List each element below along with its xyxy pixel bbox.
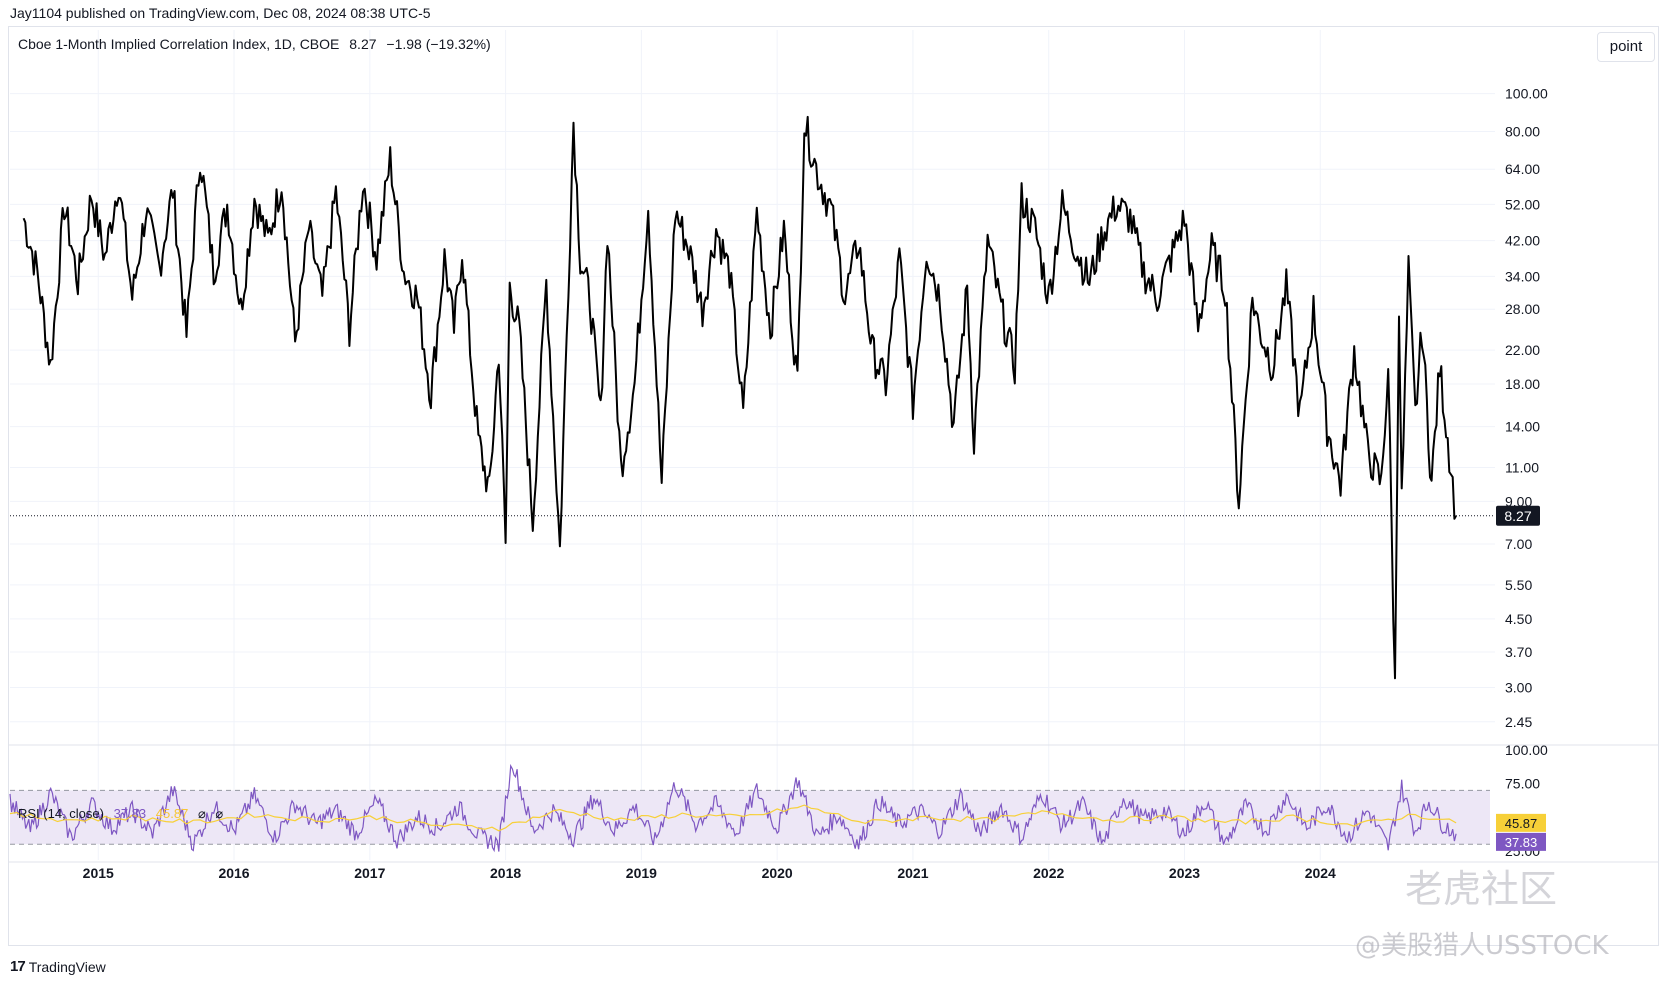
time-tick-label: 2016 (218, 865, 249, 881)
time-tick-label: 2019 (626, 865, 657, 881)
price-tick-label: 28.00 (1505, 301, 1540, 317)
rsi-ma-badge-label: 45.87 (1505, 816, 1538, 831)
rsi-pane (9, 763, 1490, 853)
symbol-name: Cboe 1-Month Implied Correlation Index, … (18, 36, 340, 52)
rsi-ma-badge (1496, 813, 1546, 832)
time-tick-label: 2017 (354, 865, 385, 881)
last-value-markers: 8.27 45.87 37.83 (10, 505, 1546, 851)
time-tick-label: 2015 (83, 865, 114, 881)
price-tick-label: 14.00 (1505, 419, 1540, 435)
rsi-ma-value: 45.87 (155, 806, 189, 821)
last-price-badge-label: 8.27 (1504, 508, 1531, 524)
rsi-value-badge (1496, 832, 1546, 851)
price-tick-label: 2.45 (1505, 714, 1532, 730)
price-tick-label: 11.00 (1505, 459, 1539, 475)
price-tick-label: 7.00 (1505, 536, 1532, 552)
time-tick-label: 2018 (490, 865, 521, 881)
price-pane (22, 115, 1457, 680)
price-tick-label: 3.70 (1505, 644, 1532, 660)
watermark-community: 老虎社区 (1405, 867, 1558, 911)
time-tick-label: 2021 (897, 865, 928, 881)
price-tick-label: 100.00 (1505, 86, 1548, 102)
unit-button[interactable]: point (1597, 32, 1655, 62)
price-tick-label: 34.00 (1505, 268, 1540, 284)
price-tick-label: 22.00 (1505, 342, 1540, 358)
price-tick-label: 5.50 (1505, 577, 1532, 593)
tradingview-logo-icon: 17 (10, 958, 26, 975)
price-tick-label: 9.00 (1505, 493, 1532, 509)
time-tick-label: 2020 (762, 865, 793, 881)
price-axis: 100.00 80.00 64.00 52.00 42.00 34.00 28.00 22.0… (1505, 86, 1548, 730)
time-axis: 2015 2016 2017 2018 2019 2020 2021 2022 2023 2024 (83, 865, 1336, 881)
rsi-tick-label: 100.00 (1505, 742, 1548, 758)
time-tick-label: 2023 (1169, 865, 1200, 881)
price-tick-label: 64.00 (1505, 161, 1540, 177)
symbol-legend[interactable]: Cboe 1-Month Implied Correlation Index, … (18, 36, 497, 52)
price-tick-label: 4.50 (1505, 611, 1532, 627)
hidden-source-icon[interactable]: ⌀ (197, 806, 206, 821)
rsi-legend[interactable]: RSI (14, close) 37.83 45.87 ⌀ ⌀ (18, 806, 229, 822)
hidden-source-icon[interactable]: ⌀ (215, 806, 224, 821)
price-tick-label: 80.00 (1505, 123, 1540, 139)
price-change: −1.98 (−19.32%) (386, 36, 491, 52)
last-price-badge (1496, 505, 1540, 526)
price-tick-label: 3.00 (1505, 679, 1532, 695)
rsi-value-badge-label: 37.83 (1505, 835, 1538, 850)
tradingview-label: TradingView (28, 958, 106, 975)
rsi-tick-label: 75.00 (1505, 776, 1540, 792)
price-series-line (22, 115, 1457, 680)
rsi-value: 37.83 (113, 806, 147, 821)
price-tick-label: 18.00 (1505, 376, 1540, 392)
publisher-credit: Jay1104 published on TradingView.com, De… (10, 5, 431, 21)
chart-frame[interactable] (8, 26, 1659, 946)
last-price: 8.27 (349, 36, 377, 52)
price-tick-label: 52.00 (1505, 196, 1540, 212)
grid-lines (8, 30, 1659, 863)
rsi-line (9, 763, 1457, 853)
tradingview-brand[interactable]: 17 TradingView (10, 958, 106, 975)
rsi-ma-line (9, 804, 1457, 832)
time-tick-label: 2024 (1305, 865, 1336, 881)
watermark-handle: @美股猎人USSTOCK (1355, 931, 1609, 961)
price-tick-label: 42.00 (1505, 233, 1540, 249)
time-tick-label: 2022 (1033, 865, 1064, 881)
rsi-label: RSI (14, close) (18, 806, 104, 821)
